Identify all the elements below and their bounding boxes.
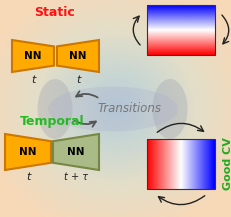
Text: Static: Static <box>34 5 75 18</box>
Ellipse shape <box>48 87 177 132</box>
Text: NN: NN <box>69 51 86 61</box>
Text: NN: NN <box>19 147 36 157</box>
Bar <box>146 139 214 189</box>
Text: NN: NN <box>67 147 84 157</box>
Text: Good CV: Good CV <box>222 138 231 191</box>
Polygon shape <box>53 134 99 170</box>
Text: t: t <box>31 75 35 85</box>
Polygon shape <box>57 40 99 72</box>
Text: t + τ: t + τ <box>64 172 88 182</box>
Text: t: t <box>26 172 30 182</box>
Polygon shape <box>5 134 51 170</box>
Text: Temporal: Temporal <box>20 115 84 128</box>
Bar <box>146 5 214 55</box>
Text: t: t <box>76 75 80 85</box>
Text: Bad CV: Bad CV <box>158 0 202 2</box>
Polygon shape <box>12 40 54 72</box>
Text: Transitions: Transitions <box>97 102 161 115</box>
Ellipse shape <box>37 79 72 139</box>
Text: NN: NN <box>24 51 42 61</box>
Ellipse shape <box>152 79 187 139</box>
